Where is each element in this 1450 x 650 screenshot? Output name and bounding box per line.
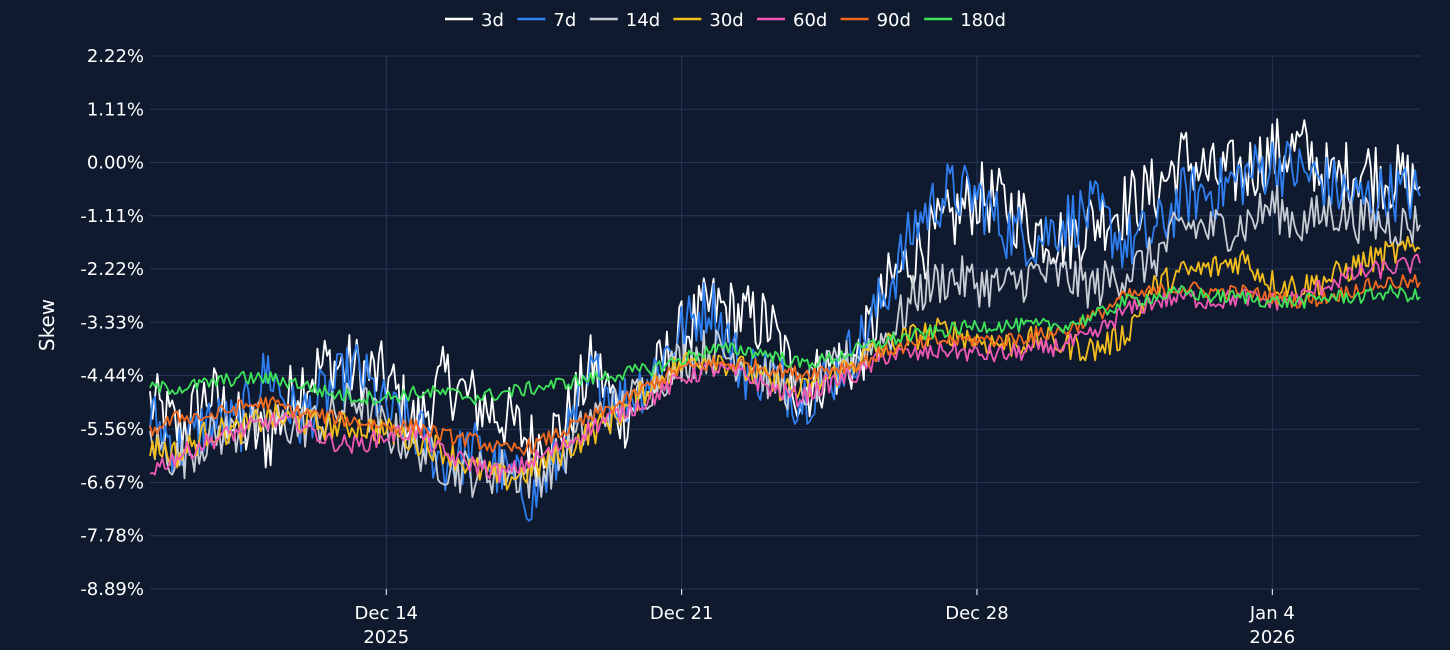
y-tick-label: -3.33% [80,312,144,333]
series-line-14d [149,184,1421,499]
y-tick-label: -8.89% [80,579,144,600]
y-axis: 2.22% 1.11% 0.00% -1.11% -2.22% -3.33% -4.44% -… [80,46,144,600]
legend-item-90d[interactable]: 90d [840,10,911,31]
legend-label: 7d [553,10,576,31]
series-line-180d [149,284,1421,406]
y-tick-label: -1.11% [80,206,144,227]
y-axis-title: Skew [35,299,59,351]
legend-item-3d[interactable]: 3d [445,10,504,31]
legend-item-180d[interactable]: 180d [924,10,1006,31]
legend-label: 14d [626,10,660,31]
y-tick-label: -7.78% [80,526,144,547]
series-line-3d [149,118,1421,481]
y-tick-label: 0.00% [87,153,144,174]
legend-item-14d[interactable]: 14d [589,10,660,31]
legend-item-7d[interactable]: 7d [517,10,576,31]
x-tick-label: Dec 28 [945,603,1008,624]
x-tick-label: Dec 21 [650,603,713,624]
y-tick-label: 2.22% [87,46,144,67]
y-tick-label: 1.11% [87,99,144,120]
legend-label: 180d [960,10,1006,31]
x-tick-year-label: 2025 [363,627,409,648]
y-tick-label: -5.56% [80,419,144,440]
x-tick-year-label: 2026 [1249,627,1295,648]
y-tick-label: -4.44% [80,366,144,387]
legend-label: 90d [877,10,911,31]
y-tick-label: -2.22% [80,259,144,280]
legend-label: 3d [481,10,504,31]
y-tick-label: -6.67% [80,472,144,493]
legend-item-60d[interactable]: 60d [757,10,827,31]
x-axis: Dec 14 2025 Dec 21 Dec 28 Jan 4 2026 [355,589,1295,648]
series-lines [149,118,1421,522]
x-tick-label: Jan 4 [1249,603,1295,624]
legend[interactable]: 3d 7d 14d 30d 60d 90d 180d [445,10,1006,31]
legend-label: 30d [709,10,743,31]
x-tick-label: Dec 14 [355,603,418,624]
legend-label: 60d [793,10,827,31]
legend-item-30d[interactable]: 30d [673,10,744,31]
